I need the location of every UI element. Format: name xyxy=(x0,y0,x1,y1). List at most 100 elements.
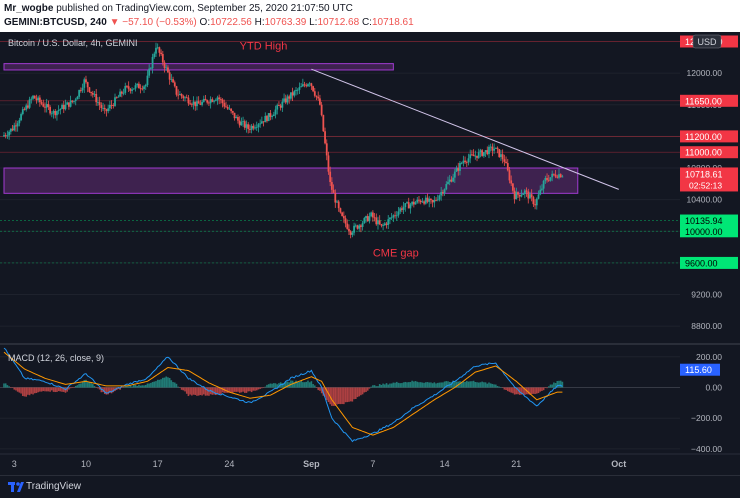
candle-body-78 xyxy=(136,83,139,86)
macd-hist-bar-289 xyxy=(496,385,499,388)
candle-body-274 xyxy=(471,154,473,156)
macd-hist-bar-247 xyxy=(425,382,427,388)
candle-body-291 xyxy=(500,154,502,157)
tradingview-brand[interactable]: TradingView xyxy=(26,481,82,492)
macd-hist-bar-96 xyxy=(167,377,169,388)
price-axis[interactable]: 12000.0011600.0011200.0010800.0010400.00… xyxy=(680,32,740,344)
candle-body-294 xyxy=(505,161,507,164)
candle-body-277 xyxy=(476,155,478,158)
candle-body-233 xyxy=(400,208,403,210)
macd-hist-bar-109 xyxy=(189,387,191,395)
time-axis[interactable]: 3 10 17 24 Sep 7 14 21 Oct xyxy=(0,453,740,475)
macd-hist-bar-204 xyxy=(351,387,354,402)
candle-body-69 xyxy=(120,91,123,94)
macd-axis[interactable]: 200.00 0.00 −200.00 −400.00 115.60 xyxy=(680,346,740,454)
time-tick-17: 17 xyxy=(153,459,163,469)
macd-hist-bar-257 xyxy=(442,382,444,388)
candle-body-267 xyxy=(459,163,461,171)
macd-hist-bar-139 xyxy=(240,387,243,393)
candle-body-5 xyxy=(11,128,14,131)
macd-hist-bar-298 xyxy=(512,387,514,394)
level-label-11650.00: 11650.00 xyxy=(685,96,722,106)
candle-body-33 xyxy=(59,108,62,111)
candle-body-172 xyxy=(296,89,299,91)
candle-body-311 xyxy=(534,204,536,206)
macd-hist-bar-165 xyxy=(284,381,287,388)
macd-hist-bar-79 xyxy=(138,384,140,388)
candle-body-180 xyxy=(310,83,313,87)
candle-body-103 xyxy=(178,94,181,95)
macd-hist-bar-238 xyxy=(409,382,412,388)
macd-hist-bar-317 xyxy=(544,387,547,388)
candle-body-273 xyxy=(469,154,472,159)
trendline[interactable] xyxy=(311,68,619,190)
level-lines xyxy=(0,41,680,264)
macd-hist-bar-265 xyxy=(455,381,458,388)
macd-hist-bar-321 xyxy=(551,384,553,388)
candle-body-202 xyxy=(348,228,350,232)
candle-body-208 xyxy=(358,225,361,229)
published-text: published on TradingView.com, September … xyxy=(56,3,353,14)
candle-body-19 xyxy=(35,98,38,101)
macd-hist-bar-286 xyxy=(491,383,494,388)
macd-hist-bar-327 xyxy=(561,381,564,388)
candle-body-6 xyxy=(13,125,16,131)
candle-body-18 xyxy=(33,95,36,99)
macd-hist-bar-4 xyxy=(10,387,12,389)
candle-body-128 xyxy=(221,99,224,104)
candle-body-119 xyxy=(206,100,209,103)
candle-body-282 xyxy=(484,150,487,153)
macd-hist-bar-180 xyxy=(310,381,313,388)
macd-hist-bar-192 xyxy=(331,387,333,406)
currency-badge: USD xyxy=(697,37,717,47)
ohlc-close-label: C: xyxy=(361,17,372,28)
candle-body-289 xyxy=(496,147,499,150)
macd-hist-bar-32 xyxy=(57,387,60,392)
macd-hist-bar-276 xyxy=(474,381,477,388)
macd-hist-bar-127 xyxy=(220,387,222,395)
candle-body-321 xyxy=(551,173,554,178)
macd-hist-bar-31 xyxy=(56,387,58,392)
macd-hist-bar-132 xyxy=(228,387,231,393)
macd-hist-bar-18 xyxy=(33,387,36,394)
candle-body-261 xyxy=(448,179,451,182)
macd-hist-bar-115 xyxy=(199,387,202,396)
candle-body-270 xyxy=(464,160,466,163)
candle-body-36 xyxy=(64,104,67,110)
annotations: YTD High CME gap xyxy=(240,40,419,259)
macd-hist-bar-82 xyxy=(143,385,145,388)
candle-body-163 xyxy=(281,101,284,108)
candle-body-322 xyxy=(552,173,555,175)
macd-hist-bar-84 xyxy=(146,383,149,388)
macd-hist-bar-99 xyxy=(172,382,174,388)
candle-body-75 xyxy=(131,89,133,91)
macd-hist-bar-155 xyxy=(267,384,270,388)
macd-hist-bar-287 xyxy=(493,384,495,388)
chart-area[interactable]: Bitcoin / U.S. Dollar, 4h, GEMINI YTD Hi… xyxy=(0,32,740,475)
macd-hist-bar-16 xyxy=(30,387,33,394)
author-name[interactable]: Mr_wogbe xyxy=(4,3,54,14)
candle-body-109 xyxy=(189,103,192,105)
macd-hist-bar-314 xyxy=(539,387,542,392)
candle-body-200 xyxy=(344,218,347,224)
macd-hist-bar-154 xyxy=(266,384,268,388)
candle-body-151 xyxy=(260,121,263,124)
candle-body-187 xyxy=(322,115,325,132)
candle-body-131 xyxy=(226,107,229,109)
candle-body-104 xyxy=(180,94,183,97)
macd-hist-bar-73 xyxy=(127,386,130,388)
tradingview-logo-icon[interactable] xyxy=(8,481,24,493)
macd-hist-bar-114 xyxy=(197,387,200,396)
candle-body-74 xyxy=(129,88,132,91)
candle-body-35 xyxy=(62,104,65,110)
price-tick-9200.00: 9200.00 xyxy=(691,290,722,300)
candle-body-30 xyxy=(54,110,57,116)
candle-body-324 xyxy=(556,176,559,178)
macd-hist-bar-235 xyxy=(404,381,407,388)
candle-body-193 xyxy=(332,189,335,193)
macd-hist-bar-128 xyxy=(221,387,224,393)
macd-hist-bar-2 xyxy=(6,385,9,388)
candle-body-147 xyxy=(254,127,256,129)
macd-hist-bar-199 xyxy=(343,387,345,405)
candle-body-146 xyxy=(252,125,255,129)
